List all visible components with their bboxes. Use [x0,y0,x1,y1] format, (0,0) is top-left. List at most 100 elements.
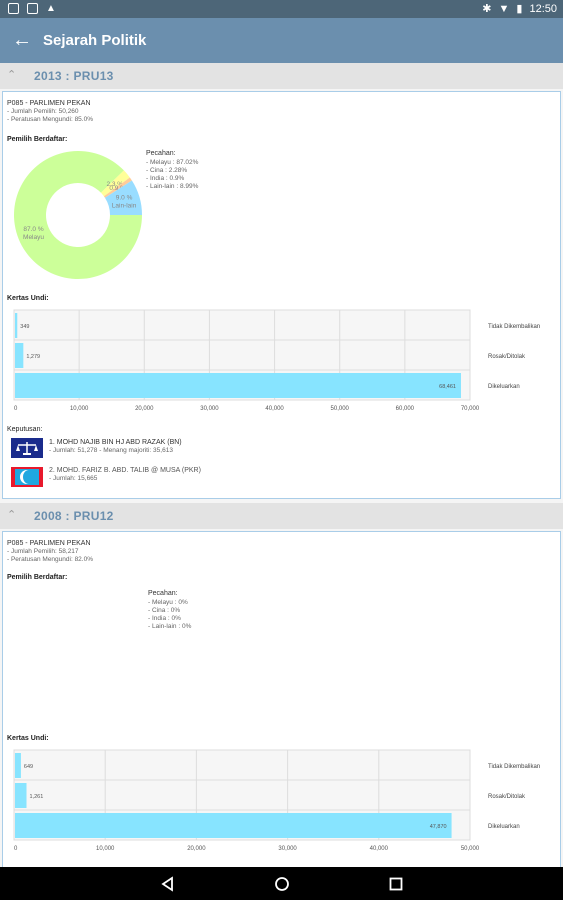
candidate-row: 1. MOHD NAJIB BIN HJ ABD RAZAK (BN) - Ju… [11,438,182,458]
registered-voters-label: Pemilih Berdaftar: [7,574,68,581]
bluetooth-icon: ✱ [482,3,492,15]
breakdown-title: Pecahan: [146,150,176,157]
breakdown-india: - India : 0% [148,615,181,622]
bar-tidak-dikembalikan [15,313,18,338]
breakdown-india: - India : 0.9% [146,175,185,182]
breakdown-title: Pecahan: [148,590,178,597]
bar-rosak-ditolak [15,783,27,808]
donut-slice-india [103,177,132,198]
candidate-votes: - Jumlah: 15,665 [49,475,98,482]
x-tick-label: 40,000 [370,846,389,852]
ballot-bar-chart: 0 10,000 20,000 30,000 40,000 50,000 60,000 70,… [13,309,540,412]
breakdown-cina: - Cina : 0% [148,607,181,614]
x-tick-label: 0 [14,846,18,852]
battery-icon: ▮ [516,3,523,15]
content-scroll[interactable]: ⌃ 2013 : PRU13 P085 - PARLIMEN PEKAN - J… [0,63,563,867]
x-tick-label: 10,000 [70,406,89,412]
donut-label: 2.3 % [106,181,123,188]
constituency-name: P085 - PARLIMEN PEKAN [7,100,91,107]
donut-label: 87.0 % [23,226,43,233]
bar-value-label: 349 [20,324,29,330]
x-tick-label: 60,000 [396,406,415,412]
chevron-up-icon: ⌃ [7,509,17,521]
x-tick-label: 50,000 [461,846,480,852]
breakdown-melayu: - Melayu : 87.02% [146,159,199,166]
registered-voters-label: Pemilih Berdaftar: [7,136,68,143]
page-title: Sejarah Politik [43,32,147,49]
status-bar: ▲ ✱ ▼ ▮ 12:50 [0,0,563,18]
donut-slice-cina [100,170,130,197]
category-label: Rosak/Ditolak [488,354,526,360]
candidate-name: 1. MOHD NAJIB BIN HJ ABD RAZAK (BN) [49,439,182,446]
bar-value-label: 47,870 [430,824,447,830]
breakdown-melayu: - Melayu : 0% [148,599,188,606]
x-tick-label: 10,000 [96,846,115,852]
total-voters: - Jumlah Pemilih: 58,217 [7,548,79,555]
donut-label: 9.0 % [116,195,133,202]
donut-slice-melayu [14,151,142,279]
android-icon: ▲ [46,3,56,14]
breakdown-cina: - Cina : 2.28% [146,167,188,174]
bar-value-label: 68,461 [439,384,456,390]
total-voters: - Jumlah Pemilih: 50,260 [7,108,79,115]
clock-time: 12:50 [529,2,557,15]
result-label: Keputusan: [7,426,43,433]
x-tick-label: 30,000 [200,406,219,412]
category-label: Dikeluarkan [488,384,520,390]
ethnic-breakdown: Pecahan: - Melayu : 87.02% - Cina : 2.28… [146,150,198,191]
bar-dikeluarkan [15,813,452,838]
donut-slice-lain-lain [104,180,142,215]
x-tick-label: 50,000 [331,406,350,412]
wifi-icon: ▼ [498,2,510,15]
category-label: Dikeluarkan [488,824,520,830]
breakdown-lain: - Lain-lain : 0% [148,623,192,630]
bar-dikeluarkan [15,373,461,398]
bar-value-label: 1,261 [30,794,44,800]
ballot-bar-chart: 0 10,000 20,000 30,000 40,000 50,000 649 Tidak … [13,749,540,852]
nav-back-icon[interactable] [160,876,176,892]
category-label: Tidak Dikembalikan [488,324,540,330]
nav-home-icon[interactable] [274,876,290,892]
x-tick-label: 40,000 [265,406,284,412]
candidate-votes: - Jumlah: 51,278 - Menang majoriti: 35,6… [49,447,173,454]
bn-logo-icon [11,438,43,458]
app-bar: ← Sejarah Politik [0,18,563,63]
donut-label: 0.9 % [109,185,126,192]
section-header-2013[interactable]: ⌃ 2013 : PRU13 [0,63,563,89]
candidate-row: 2. MOHD. FARIZ B. ABD. TALIB @ MUSA (PKR… [11,467,201,487]
chevron-up-icon: ⌃ [7,69,17,81]
donut-label: Lain-lain [112,203,137,210]
ethnic-breakdown: Pecahan: - Melayu : 0% - Cina : 0% - Ind… [148,590,191,631]
section-title: 2008 : PRU12 [34,509,114,523]
constituency-name: P085 - PARLIMEN PEKAN [7,540,91,547]
category-label: Rosak/Ditolak [488,794,526,800]
x-tick-label: 20,000 [187,846,206,852]
bar-rosak-ditolak [15,343,24,368]
x-tick-label: 70,000 [461,406,480,412]
bar-value-label: 649 [24,764,33,770]
ballot-label: Kertas Undi: [7,735,49,742]
category-label: Tidak Dikembalikan [488,764,540,770]
donut-label: Melayu [23,234,44,241]
nav-recents-icon[interactable] [388,876,404,892]
turnout-percent: - Peratusan Mengundi: 82.0% [7,556,93,563]
section-header-2008[interactable]: ⌃ 2008 : PRU12 [0,503,563,529]
x-tick-label: 30,000 [278,846,297,852]
x-tick-label: 20,000 [135,406,154,412]
breakdown-lain: - Lain-lain : 8.99% [146,183,199,190]
section-title: 2013 : PRU13 [34,69,114,83]
turnout-percent: - Peratusan Mengundi: 85.0% [7,116,93,123]
pkr-logo-icon [11,467,43,487]
bar-tidak-dikembalikan [15,753,21,778]
candidate-name: 2. MOHD. FARIZ B. ABD. TALIB @ MUSA (PKR… [49,467,201,474]
x-tick-label: 0 [14,406,18,412]
notification-icon [8,3,19,14]
bar-value-label: 1,279 [26,354,40,360]
election-card-2013: P085 - PARLIMEN PEKAN - Jumlah Pemilih: … [2,91,561,499]
back-arrow-icon[interactable]: ← [12,29,32,51]
navigation-bar [0,867,563,900]
ballot-label: Kertas Undi: [7,295,49,302]
image-icon [27,3,38,14]
ethnic-donut-chart: 87.0 %Melayu 2.3 %0.9 % 9.0 %Lain-lain [14,151,142,279]
election-card-2008: P085 - PARLIMEN PEKAN - Jumlah Pemilih: … [2,531,561,867]
